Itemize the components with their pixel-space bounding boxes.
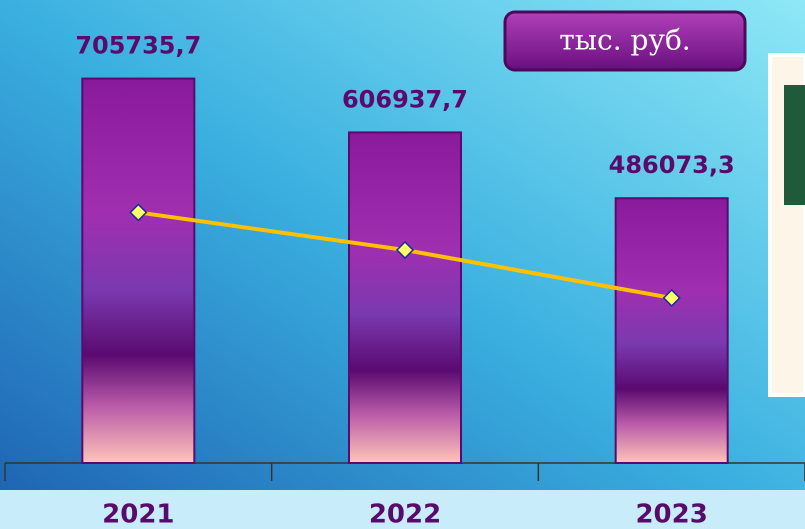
picture-board bbox=[784, 85, 805, 205]
value-label: 705735,7 bbox=[75, 32, 201, 60]
value-label: 606937,7 bbox=[342, 85, 468, 113]
trend-marker bbox=[129, 203, 148, 222]
unit-box bbox=[503, 10, 747, 72]
unit-label: тыс. руб. bbox=[559, 24, 690, 57]
trend-marker bbox=[662, 288, 681, 308]
plot: 705735,7 2021 606937,7 2022 486073,3 2023 bbox=[4, 32, 805, 529]
bottom-strip bbox=[0, 490, 805, 529]
bar bbox=[81, 77, 196, 465]
x-tick-label: 2022 bbox=[369, 500, 441, 529]
bar bbox=[348, 131, 462, 464]
bar bbox=[614, 197, 729, 465]
value-label: 486073,3 bbox=[609, 151, 735, 179]
x-tick-label: 2021 bbox=[102, 500, 174, 529]
x-tick-label: 2023 bbox=[635, 500, 707, 529]
trend-marker bbox=[395, 240, 415, 260]
